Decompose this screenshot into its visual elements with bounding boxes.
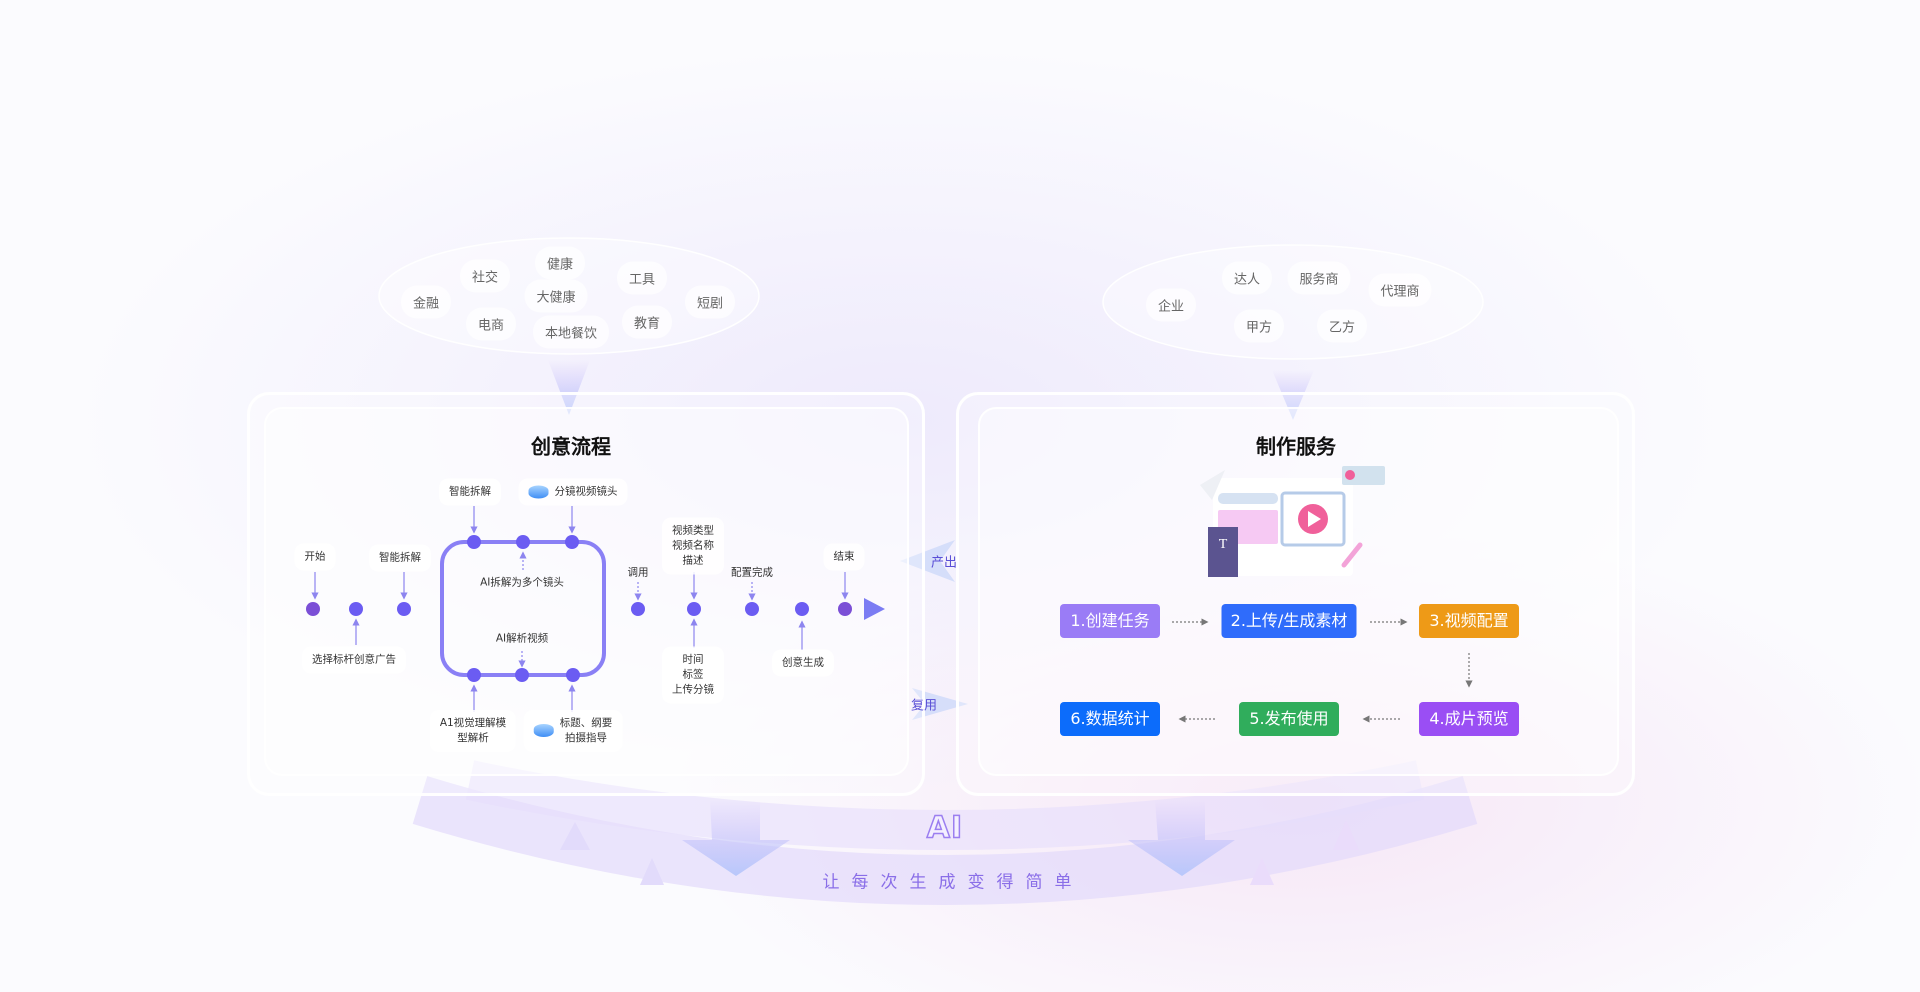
role-tag: 达人 [1221,261,1273,295]
industry-tag: 短剧 [684,285,736,319]
line: 视频类型 [672,524,714,537]
right-funnel-arrow [1272,370,1314,420]
industry-tag: 金融 [400,285,452,319]
ai-parse-video-label: AI解析视频 [495,632,549,645]
line: A1视觉理解模 [439,717,507,729]
role-tag: 代理商 [1368,273,1432,307]
line: 标题、纲要 [559,717,613,729]
video-production-illustration: T [1200,466,1385,577]
node [516,535,530,549]
bottom-arc-inner [465,760,1425,850]
up-chevron [640,858,664,885]
step-upload-material[interactable]: 2.上传/生成素材 [1221,604,1357,638]
industry-tag: 电商 [465,307,517,341]
ai-vision-model-label: A1视觉理解模 型解析 [429,710,517,752]
node [566,668,580,682]
production-service-title: 制作服务 [1256,434,1336,459]
bottom-arrow-right [1128,800,1235,876]
storyboard-shot-label: 分镜视频镜头 [518,478,628,506]
role-tag: 服务商 [1287,261,1351,295]
timeline-arrowhead [864,598,885,620]
smart-split-label: 智能拆解 [369,544,431,572]
step-statistics[interactable]: 6.数据统计 [1060,702,1160,736]
node [565,535,579,549]
creative-gen-label: 创意生成 [772,649,834,677]
time-tags-label: 时间 标签 上传分镜 [662,646,724,704]
node [745,602,759,616]
industry-tag: 健康 [534,246,586,280]
svg-text:T: T [1219,537,1228,552]
industry-tag: 本地餐饮 [532,315,610,349]
video-meta-label: 视频类型视频名称描述 [662,517,724,575]
line: 时间 [682,653,704,666]
node [397,602,411,616]
industry-tag: 教育 [621,305,673,339]
output-label: 产出 [930,555,958,571]
storyboard-shot-text: 分镜视频镜头 [554,485,618,498]
role-tag: 企业 [1145,288,1197,322]
ai-split-shots-label: AI拆解为多个镜头 [480,576,564,589]
end-label: 结束 [823,543,865,571]
step-create-task[interactable]: 1.创建任务 [1060,604,1160,638]
left-funnel-arrow [548,360,590,415]
industry-tag: 社交 [459,259,511,293]
line: 视频名称 [672,539,714,552]
database-icon [533,724,554,737]
node [631,602,645,616]
slogan: 让每次生成变得简单 [822,872,1084,893]
up-chevron [560,822,590,850]
node [349,602,363,616]
ai-logo-text: AI [926,810,964,847]
step-publish[interactable]: 5.发布使用 [1239,702,1339,736]
industry-tag: 大健康 [524,279,588,313]
node [467,535,481,549]
line: 型解析 [457,732,489,744]
reuse-arrow-right [912,688,968,720]
step-video-config[interactable]: 3.视频配置 [1419,604,1519,638]
select-benchmark-label: 选择标杆创意广告 [302,646,406,674]
up-chevron [1333,820,1359,850]
creative-flow-title: 创意流程 [531,434,611,459]
bottom-arrow-left [682,800,790,876]
line: 描述 [682,554,704,567]
database-icon [528,485,549,498]
role-tag: 甲方 [1233,309,1285,343]
reuse-label: 复用 [910,698,938,714]
up-chevron [1250,858,1274,885]
node [687,602,701,616]
node [467,668,481,682]
invoke-label: 调用 [627,566,649,579]
config-done-label: 配置完成 [731,566,773,579]
role-tag: 乙方 [1316,309,1368,343]
start-label: 开始 [294,543,336,571]
output-arrow-left [900,540,955,582]
smart-split-top-label: 智能拆解 [439,478,501,506]
node [795,602,809,616]
line: 拍摄指导 [565,732,607,744]
industry-tag: 工具 [616,261,668,295]
title-outline-label: 标题、纲要 拍摄指导 [523,710,623,752]
node-end [838,602,852,616]
line: 标签 [682,668,704,681]
node-start [306,602,320,616]
node [515,668,529,682]
line: 上传分镜 [672,683,714,696]
step-preview[interactable]: 4.成片预览 [1419,702,1519,736]
